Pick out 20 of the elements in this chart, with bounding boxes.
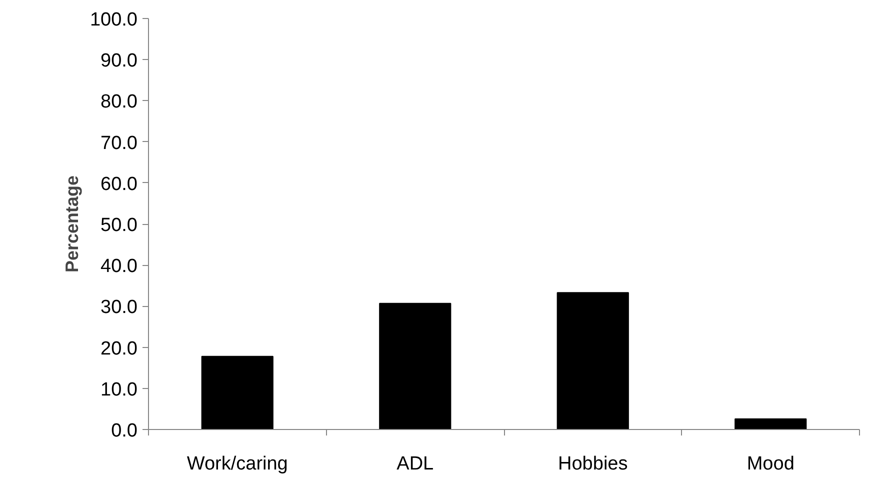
x-tick-label: Work/caring xyxy=(186,454,288,474)
y-tick-label: 30.0 xyxy=(100,297,138,318)
y-tick-label: 20.0 xyxy=(100,338,138,360)
x-tick-label: Hobbies xyxy=(558,454,628,474)
y-tick-label: 50.0 xyxy=(100,215,138,236)
bar xyxy=(556,292,629,430)
y-tick-label: 0.0 xyxy=(111,420,138,442)
y-tick-label: 90.0 xyxy=(100,50,138,72)
y-tick-label: 40.0 xyxy=(100,256,138,278)
y-tick-label: 70.0 xyxy=(100,132,138,154)
y-tick-label: 10.0 xyxy=(100,379,138,400)
bar xyxy=(734,418,807,430)
y-tick-label: 100.0 xyxy=(90,10,138,30)
bar xyxy=(201,356,274,430)
y-tick-label: 80.0 xyxy=(100,92,138,113)
x-tick-label: ADL xyxy=(396,454,434,474)
bar xyxy=(379,302,452,430)
y-axis-title: Percentage xyxy=(62,175,82,273)
x-tick-label: Mood xyxy=(746,454,794,474)
y-tick-label: 60.0 xyxy=(100,174,138,195)
